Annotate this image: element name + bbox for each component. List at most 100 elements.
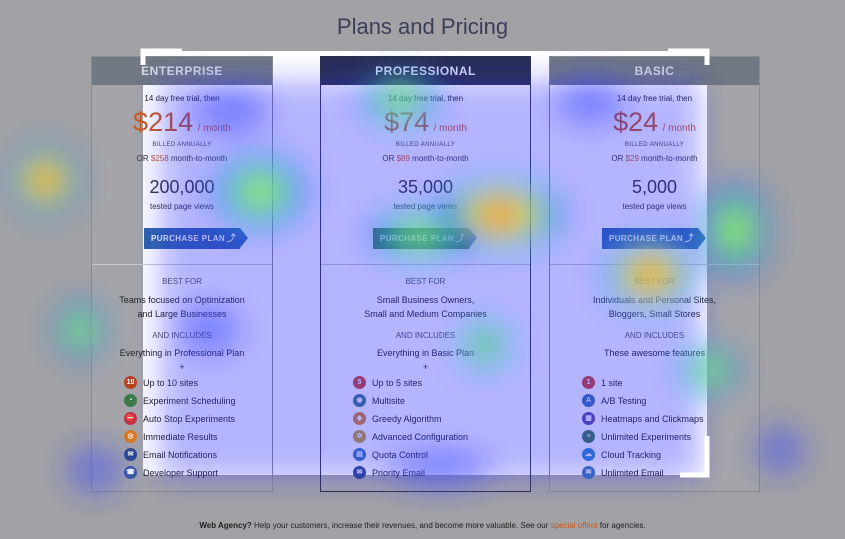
feature-icon: ✉ [353,466,366,479]
includes-text: These awesome features [603,348,706,358]
feature-icon: ◔ [124,394,137,407]
trial-text: 14 day free trial, then [616,94,693,103]
page-views-label: tested page views [393,202,458,211]
feature-item: ✲ Advanced Configuration [321,428,530,446]
price-value: $214 [133,107,194,137]
trial-text: 14 day free trial, then [144,94,220,103]
feature-item: ☎ Developer Support [92,464,272,482]
feature-item: ☁ Cloud Tracking [550,446,759,464]
feature-icon: ☁ [582,448,595,461]
page-views-count: 35,000 [397,177,454,197]
purchase-label: PURCHASE PLAN [380,234,455,243]
footer-text: Help your customers, increase their reve… [251,521,551,530]
feature-label: Greedy Algorithm [372,414,442,424]
m2m-suffix: month-to-month [409,154,469,163]
feature-list: 10 Up to 10 sites ◔ Experiment Scheduling ⛔ A… [92,374,272,482]
month-to-month: OR $89 month-to-month [321,154,530,163]
plan-price: $74 / month [321,107,530,138]
price-value: $74 [384,107,430,137]
plan-column-professional: PROFESSIONAL 14 day free trial, then $74… [320,56,531,492]
feature-icon: ≡ [582,430,595,443]
feature-item: 10 Up to 10 sites [92,374,272,392]
plan-column-basic: BASIC 14 day free trial, then $24 / mont… [549,56,760,492]
billed-annually: BILLED ANNUALLY [152,142,212,148]
best-line-2: Small and Medium Companies [364,309,487,319]
divider [321,264,530,265]
feature-label: Developer Support [143,468,219,478]
plan-name: ENTERPRISE [92,57,272,85]
billed-annually: BILLED ANNUALLY [624,142,685,148]
feature-icon: A [582,394,595,407]
feature-icon: 1 [582,376,595,389]
price-period: / month [433,123,467,134]
feature-item: ⛔ Auto Stop Experiments [92,410,272,428]
price-period: / month [662,123,696,134]
special-offers-link[interactable]: special offers [550,521,598,530]
purchase-plan-button[interactable]: PURCHASE PLAN ⤴ [373,228,477,249]
best-for-label: BEST FOR [162,277,202,286]
best-for-label: BEST FOR [634,277,675,286]
best-for-text: Individuals and Personal Sites, Bloggers,… [550,293,759,321]
feature-label: Auto Stop Experiments [143,414,236,424]
feature-item: ✉ Unlimited Email [550,464,759,482]
feature-item: ✉ Email Notifications [92,446,272,464]
purchase-plan-button[interactable]: PURCHASE PLAN ⤴ [602,228,706,249]
best-for-text: Teams focused on Optimization and Large B… [92,293,272,321]
m2m-price: $29 [625,154,639,163]
price-value: $24 [613,107,659,137]
footer-tail: for agencies. [597,521,646,530]
best-line-2: and Large Businesses [137,309,227,319]
plus-sign: + [422,362,429,372]
feature-item: ◎ Immediate Results [92,428,272,446]
price-period: / month [197,123,231,134]
chart-icon: ⤴ [226,233,236,243]
feature-label: Advanced Configuration [372,432,469,442]
purchase-label: PURCHASE PLAN [609,234,684,243]
feature-item: ▤ Quota Control [321,446,530,464]
footer-bold: Web Agency? [199,521,252,530]
includes-text: Everything in Professional Plan [119,348,245,358]
feature-icon: 10 [124,376,137,389]
purchase-plan-button[interactable]: PURCHASE PLAN ⤴ [144,228,248,249]
divider [92,264,272,265]
includes-text: Everything in Basic Plan [376,348,475,358]
plan-column-enterprise: ENTERPRISE 14 day free trial, then $214 … [91,56,273,492]
purchase-label: PURCHASE PLAN [151,234,226,243]
m2m-prefix: OR [611,154,626,163]
page-title: Plans and Pricing [336,14,509,39]
best-line-2: Bloggers, Small Stores [608,309,701,319]
plus-sign: + [179,362,185,372]
m2m-prefix: OR [382,154,397,163]
feature-label: Immediate Results [143,432,218,442]
m2m-price: $89 [396,154,410,163]
billed-annually: BILLED ANNUALLY [395,142,456,148]
feature-icon: ⛔ [124,412,137,425]
best-for-label: BEST FOR [405,277,446,286]
feature-item: ◆ Greedy Algorithm [321,410,530,428]
m2m-prefix: OR [136,154,151,163]
feature-item: A A/B Testing [550,392,759,410]
page-views-count: 5,000 [631,177,678,197]
plan-name: BASIC [550,57,759,85]
feature-icon: ◎ [124,430,137,443]
feature-list: 5 Up to 5 sites ◉ Multisite ◆ Greedy Algorith… [321,374,530,482]
feature-item: ✉ Priority Email [321,464,530,482]
feature-item: ▦ Heatmaps and Clickmaps [550,410,759,428]
plan-name: PROFESSIONAL [321,57,530,85]
best-line-1: Small Business Owners, [376,295,475,305]
plan-price: $24 / month [550,107,759,138]
feature-icon: ▦ [582,412,595,425]
page-views-count: 200,000 [149,177,215,197]
plan-price: $214 / month [92,107,272,138]
chart-icon: ⤴ [455,233,465,243]
chart-icon: ⤴ [684,233,694,243]
feature-label: Heatmaps and Clickmaps [601,414,704,424]
feature-icon: ▤ [353,448,366,461]
best-for-text: Small Business Owners, Small and Medium C… [321,293,530,321]
feature-icon: ☎ [124,466,137,479]
page-views-label: tested page views [149,202,215,211]
feature-icon: ✉ [582,466,595,479]
feature-icon: ✲ [353,430,366,443]
